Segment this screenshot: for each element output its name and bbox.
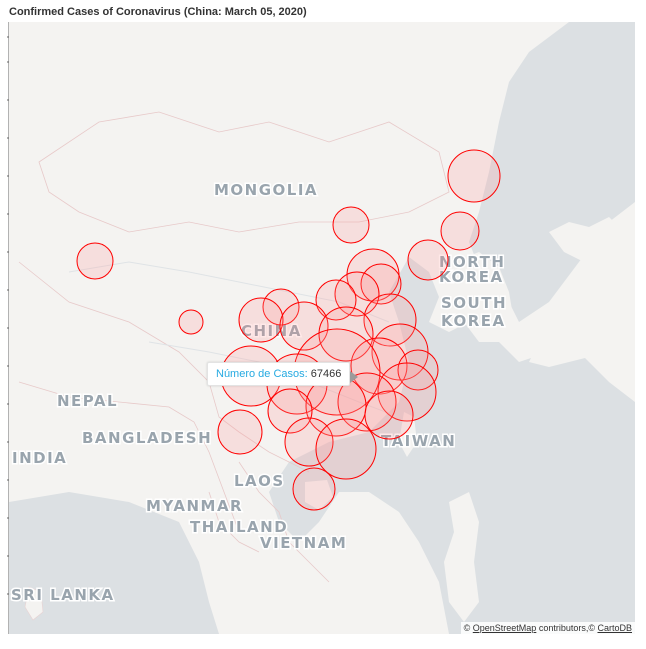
border-thailand — [208, 491, 260, 553]
bay-of-bengal — [9, 492, 219, 634]
osm-link[interactable]: OpenStreetMap — [472, 623, 537, 633]
label-china: CHINA — [241, 322, 302, 340]
hainan-island — [305, 480, 333, 510]
bubble-shaanxi — [279, 301, 329, 351]
label-nepal: NEPAL — [57, 392, 118, 410]
hover-tooltip: Número de Casos: 67466 — [207, 362, 359, 386]
bubble-guangdong — [315, 418, 377, 480]
map-attribution: © OpenStreetMap contributors,© CartoDB — [460, 622, 635, 634]
sri-lanka-island — [24, 586, 44, 621]
bubble-shanxi — [315, 279, 357, 321]
tooltip-value: 67466 — [310, 368, 342, 380]
carto-link[interactable]: CartoDB — [597, 623, 632, 633]
label-korea-n: KOREA — [439, 268, 504, 286]
bubble-zhejiang — [377, 362, 437, 422]
east-seas — [269, 257, 635, 634]
bubble-heilongjiang — [447, 149, 501, 203]
sea-of-japan — [469, 22, 635, 322]
bubble-jiangsu — [371, 323, 429, 381]
label-myanmar: MYANMAR — [146, 497, 243, 515]
border-india-myanmar — [18, 381, 240, 533]
korea-peninsula — [439, 252, 514, 342]
bubble-shandong — [363, 293, 417, 347]
bubble-hainan — [292, 467, 336, 511]
bubble-jiangxi — [337, 372, 397, 432]
basemap: MONGOLIA NORTH KOREA SOUTH KOREA CHINA N… — [9, 22, 635, 634]
bubble-gansu — [238, 297, 284, 343]
bubble-liaoning — [407, 239, 449, 281]
taiwan-island — [399, 412, 417, 457]
label-sri-lanka: SRI LANKA — [11, 586, 115, 604]
border-laos-vietnam — [238, 461, 330, 583]
bubble-xinjiang — [76, 242, 114, 280]
bubble-inner-mongolia — [332, 206, 370, 244]
label-laos: LAOS — [234, 472, 285, 490]
bubble-yunnan — [217, 409, 263, 455]
label-thailand: THAILAND — [190, 518, 288, 536]
philippines — [444, 492, 479, 622]
bubble-ningxia — [262, 288, 300, 326]
map-plot-area[interactable]: MONGOLIA NORTH KOREA SOUTH KOREA CHINA N… — [9, 22, 635, 634]
bubble-shanghai — [397, 349, 439, 391]
bubble-fujian — [364, 390, 414, 440]
tooltip-arrow-icon — [350, 371, 359, 383]
label-south: SOUTH — [441, 294, 507, 312]
bubble-guangxi — [284, 417, 334, 467]
bubble-tibet — [178, 309, 204, 335]
label-north: NORTH — [439, 253, 505, 271]
label-vietnam: VIETNAM — [260, 534, 347, 552]
border-mongolia — [38, 111, 450, 233]
bubble-anhui — [350, 337, 408, 395]
attribution-middle: contributors,© — [536, 623, 598, 633]
label-bangladesh: BANGLADESH — [82, 429, 212, 447]
tooltip-label: Número de Casos: — [216, 368, 308, 380]
bubble-henan — [318, 306, 374, 362]
label-mongolia: MONGOLIA — [214, 181, 318, 199]
bubble-jilin — [440, 211, 480, 251]
label-india: INDIA — [12, 449, 67, 467]
bubble-guizhou — [267, 388, 313, 434]
japan-landmass — [529, 217, 635, 367]
chart-title: Confirmed Cases of Coronavirus (China: M… — [9, 6, 307, 18]
border-china-south — [18, 261, 310, 473]
label-korea-s: KOREA — [441, 312, 506, 330]
attribution-prefix: © — [463, 623, 471, 633]
